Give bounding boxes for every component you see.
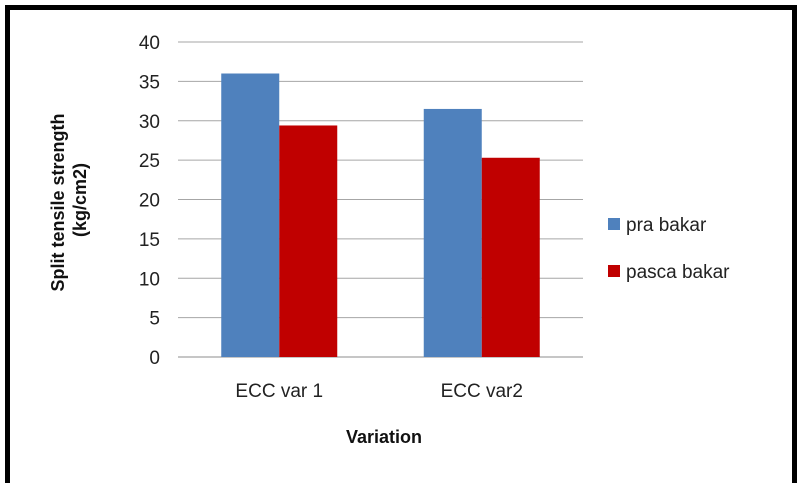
x-tick-label-1: ECC var 1: [235, 381, 323, 402]
y-tick-label-20: 20: [139, 191, 160, 212]
y-tick-label-40: 40: [139, 33, 160, 54]
legend-swatch-pra-bakar: [608, 218, 620, 230]
bar-pra-bakar-1: [221, 73, 280, 357]
legend: pra bakar pasca bakar: [608, 215, 730, 283]
x-axis-title: Variation: [346, 427, 422, 447]
y-axis-title-line2: (kg/cm2): [70, 163, 90, 237]
y-tick-labels: 0 5 10 15 20 25 30 35 40: [139, 33, 160, 369]
y-tick-label-35: 35: [139, 72, 160, 93]
x-tick-label-2: ECC var2: [441, 381, 523, 402]
y-tick-label-0: 0: [149, 348, 160, 369]
y-tick-label-25: 25: [139, 151, 160, 172]
bar-pasca-bakar-2: [481, 157, 540, 357]
y-tick-label-15: 15: [139, 230, 160, 251]
chart-frame: [5, 5, 797, 483]
y-tick-label-5: 5: [149, 309, 160, 330]
x-tick-labels: ECC var 1 ECC var2: [235, 381, 523, 402]
y-axis-title: Split tensile strength (kg/cm2): [48, 108, 90, 291]
legend-label-pra-bakar: pra bakar: [626, 215, 707, 236]
bar-pra-bakar-2: [423, 108, 482, 357]
y-tick-label-10: 10: [139, 269, 160, 290]
y-tick-label-30: 30: [139, 112, 160, 133]
bars: [221, 73, 540, 357]
legend-label-pasca-bakar: pasca bakar: [626, 262, 730, 283]
y-axis-title-line1: Split tensile strength: [48, 113, 68, 291]
bar-pasca-bakar-1: [279, 125, 338, 357]
legend-swatch-pasca-bakar: [608, 265, 620, 277]
